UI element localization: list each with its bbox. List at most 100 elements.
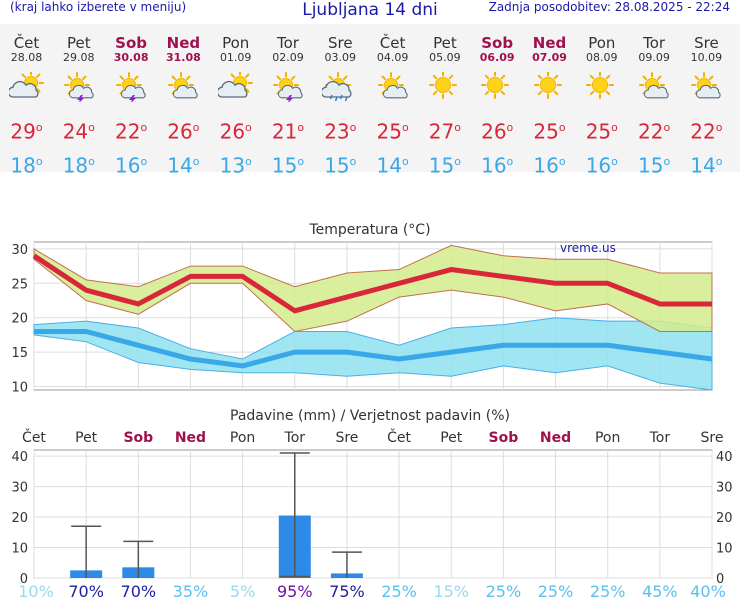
precipitation-probability: 35% bbox=[173, 582, 209, 600]
precipitation-y-tick-right: 0 bbox=[716, 572, 724, 587]
sun-cloud-icon bbox=[157, 72, 209, 102]
precipitation-probability: 70% bbox=[121, 582, 157, 600]
max-temperature: 25o bbox=[376, 119, 409, 144]
precipitation-y-tick: 20 bbox=[11, 511, 28, 526]
temperature-y-tick: 25 bbox=[11, 277, 28, 292]
precipitation-probability: 40% bbox=[690, 582, 726, 600]
precipitation-y-tick-right: 10 bbox=[716, 542, 733, 557]
min-temperature: 14o bbox=[690, 153, 723, 178]
partly-cloudy-icon bbox=[210, 70, 262, 102]
max-temperature: 21o bbox=[271, 119, 305, 144]
precipitation-x-tick: Sob bbox=[123, 430, 153, 446]
precipitation-y-tick: 10 bbox=[11, 542, 28, 557]
min-temperature: 16o bbox=[533, 153, 566, 178]
max-temperature: 29o bbox=[10, 119, 43, 144]
precipitation-x-tick: Pon bbox=[595, 430, 620, 446]
max-temperature: 22o bbox=[115, 119, 148, 144]
day-name: Sre bbox=[328, 34, 353, 52]
forecast-day: Čet 04.09 25o 14o bbox=[367, 24, 419, 177]
sun-cloud-icon bbox=[680, 72, 732, 102]
forecast-day: Sre 10.09 22o 14o bbox=[680, 24, 732, 177]
partly-cloudy-icon bbox=[1, 70, 53, 102]
forecast-day: Pet 29.08 24o 18o bbox=[53, 24, 105, 177]
sun-thunderstorm-icon bbox=[262, 72, 314, 104]
min-temperature: 14o bbox=[167, 153, 200, 178]
min-temperature: 15o bbox=[638, 153, 671, 178]
precipitation-y-tick-right: 40 bbox=[716, 450, 733, 465]
precipitation-y-tick-right: 30 bbox=[716, 481, 733, 496]
precipitation-x-tick: Sre bbox=[335, 430, 358, 446]
temperature-y-tick: 15 bbox=[11, 346, 28, 361]
max-temperature: 26o bbox=[219, 119, 252, 144]
forecast-day: Ned 07.09 25o 16o bbox=[524, 24, 576, 177]
day-date: 09.09 bbox=[638, 51, 670, 64]
day-date: 08.09 bbox=[586, 51, 618, 64]
day-date: 28.08 bbox=[10, 51, 43, 64]
forecast-day: Sob 30.08 22o 16o bbox=[105, 24, 157, 177]
min-temperature: 18o bbox=[62, 153, 95, 178]
max-temperature: 24o bbox=[62, 119, 95, 144]
precipitation-x-tick: Tor bbox=[649, 430, 671, 446]
min-temperature: 16o bbox=[115, 153, 148, 178]
day-name: Pon bbox=[588, 34, 616, 52]
forecast-day: Sre 03.09 23o 15o bbox=[314, 24, 366, 177]
sun-cloud-icon bbox=[367, 72, 419, 102]
precipitation-plot-area bbox=[33, 449, 713, 579]
day-date: 02.09 bbox=[272, 51, 304, 64]
precipitation-chart-title: Padavine (mm) / Verjetnost padavin (%) bbox=[230, 408, 510, 424]
forecast-day: Pon 01.09 26o 13o bbox=[210, 24, 262, 177]
day-date: 07.09 bbox=[532, 51, 567, 64]
max-temperature-line bbox=[32, 253, 712, 314]
precipitation-y-tick: 30 bbox=[11, 481, 28, 496]
day-name: Sob bbox=[115, 34, 148, 52]
precipitation-probability: 5% bbox=[230, 582, 255, 600]
day-date: 10.09 bbox=[690, 51, 723, 64]
forecast-day: Pet 05.09 27o 15o bbox=[419, 24, 471, 177]
day-name: Pon bbox=[222, 34, 250, 52]
precipitation-probability: 25% bbox=[486, 582, 522, 600]
day-date: 31.08 bbox=[165, 51, 201, 64]
day-name: Ned bbox=[166, 34, 201, 52]
precipitation-y-tick: 40 bbox=[11, 450, 28, 465]
max-temperature: 25o bbox=[585, 119, 618, 144]
sun-icon bbox=[471, 71, 523, 102]
precipitation-x-tick: Pon bbox=[230, 430, 255, 446]
precipitation-y-tick-right: 20 bbox=[716, 511, 733, 526]
precipitation-x-tick: Sre bbox=[701, 430, 724, 446]
max-temperature: 26o bbox=[167, 119, 200, 144]
day-name: Sob bbox=[481, 34, 514, 52]
day-date: 30.08 bbox=[113, 51, 149, 64]
forecast-day: Pon 08.09 25o 16o bbox=[576, 24, 628, 177]
temperature-y-tick: 30 bbox=[11, 243, 28, 258]
last-updated: Zadnja posodobitev: 28.08.2025 - 22:24 bbox=[488, 0, 730, 14]
day-name: Tor bbox=[277, 34, 299, 52]
temperature-y-tick: 10 bbox=[11, 381, 28, 396]
forecast-day: Čet 28.08 29o 18o bbox=[1, 24, 53, 177]
precipitation-probability: 45% bbox=[642, 582, 678, 600]
sun-icon bbox=[524, 71, 576, 102]
day-name: Čet bbox=[379, 34, 406, 52]
precipitation-x-tick: Pet bbox=[440, 430, 463, 446]
day-name: Čet bbox=[13, 34, 40, 52]
precipitation-probability: 70% bbox=[68, 582, 104, 600]
precipitation-x-tick: Ned bbox=[175, 430, 206, 446]
max-temperature: 26o bbox=[481, 119, 514, 144]
sun-cloud-icon bbox=[628, 72, 680, 102]
max-temperature: 23o bbox=[324, 119, 357, 144]
region-hint[interactable]: (kraj lahko izberete v meniju) bbox=[10, 0, 187, 14]
temperature-chart-title: Temperatura (°C) bbox=[308, 222, 430, 238]
min-temperature: 15o bbox=[271, 153, 305, 178]
sun-thunderstorm-icon bbox=[105, 72, 157, 104]
min-temperature-line bbox=[34, 328, 713, 369]
sun-icon bbox=[576, 71, 628, 102]
precipitation-x-tick: Sob bbox=[489, 430, 519, 446]
forecast-day: Tor 09.09 22o 15o bbox=[628, 24, 680, 177]
max-temperature: 25o bbox=[533, 119, 566, 144]
min-temperature: 15o bbox=[428, 153, 461, 178]
max-temperature: 22o bbox=[690, 119, 723, 144]
min-temperature: 16o bbox=[481, 153, 514, 178]
min-temperature: 13o bbox=[219, 153, 252, 178]
sun-rain-icon bbox=[314, 72, 366, 102]
sun-thunderstorm-icon bbox=[53, 72, 105, 104]
precipitation-probability: 75% bbox=[329, 582, 365, 600]
